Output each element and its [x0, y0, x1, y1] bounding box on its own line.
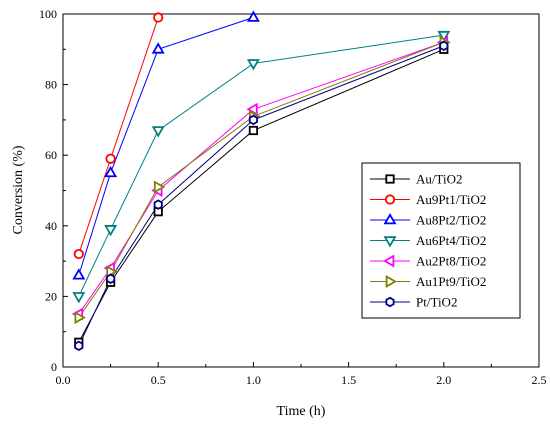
y-tick-label: 60	[45, 148, 57, 162]
x-tick-label: 1.5	[341, 373, 356, 387]
data-point-au8pt2-tio2	[104, 165, 118, 178]
y-tick-label: 100	[39, 7, 57, 21]
y-tick-label: 80	[45, 78, 57, 92]
legend-marker-au-tio2	[385, 174, 395, 184]
data-point-au-tio2	[248, 125, 258, 136]
data-point-au8pt2-tio2	[151, 42, 165, 54]
legend-label-au-tio2: Au/TiO2	[416, 172, 462, 187]
data-point-au2pt8-tio2	[246, 102, 258, 116]
legend-marker-au8pt2-tio2	[383, 212, 397, 225]
x-tick-label: 2.5	[532, 373, 547, 387]
data-point-au1pt9-tio2	[153, 180, 166, 194]
data-point-pt-tio2	[74, 340, 84, 352]
data-point-au8pt2-tio2	[246, 10, 260, 22]
series-line-au8pt2-tio2	[78, 17, 254, 276]
data-point-pt-tio2	[106, 273, 116, 284]
x-tick-label: 2.0	[436, 373, 451, 387]
legend-marker-pt-tio2	[385, 296, 395, 308]
legend-label-au1pt9-tio2: Au1Pt9/TiO2	[416, 274, 486, 289]
legend-label-au9pt1-tio2: Au9Pt1/TiO2	[416, 192, 486, 207]
legend-marker-au2pt8-tio2	[382, 254, 395, 268]
data-point-au6pt4-tio2	[151, 126, 165, 138]
x-tick-label: 1.0	[246, 373, 261, 387]
legend-label-pt-tio2: Pt/TiO2	[416, 295, 457, 310]
y-axis-title: Conversion (%)	[11, 145, 26, 234]
data-point-au8pt2-tio2	[72, 268, 86, 280]
data-point-au9pt1-tio2	[153, 12, 164, 23]
legend-label-au8pt2-tio2: Au8Pt2/TiO2	[416, 213, 486, 228]
data-point-pt-tio2	[153, 199, 163, 210]
data-point-au9pt1-tio2	[73, 248, 84, 260]
series-markers	[71, 10, 451, 352]
x-tick-label: 0.0	[56, 373, 71, 387]
y-tick-label: 0	[51, 360, 57, 374]
data-point-au1pt9-tio2	[74, 311, 86, 325]
data-point-au9pt1-tio2	[105, 153, 116, 164]
legend: Au/TiO2 Au9Pt1/TiO2 Au8Pt2/TiO2 Au6Pt4/TiO2…	[361, 162, 521, 319]
legend-marker-au1pt9-tio2	[385, 275, 398, 288]
legend-marker-au6pt4-tio2	[383, 236, 397, 248]
data-point-pt-tio2	[248, 114, 258, 126]
series-line-au9pt1-tio2	[78, 17, 159, 255]
legend-marker-au9pt1-tio2	[384, 194, 396, 205]
data-point-au6pt4-tio2	[437, 30, 451, 43]
data-point-pt-tio2	[439, 40, 449, 52]
y-tick-label: 40	[45, 219, 57, 233]
axis-ticks: 0.0 0.5 1.0 1.5 2.0 2.5 0 20 40 60 80 100	[39, 7, 547, 387]
x-axis-title: Time (h)	[277, 404, 326, 419]
legend-label-au2pt8-tio2: Au2Pt8/TiO2	[416, 254, 486, 269]
data-point-au6pt4-tio2	[246, 59, 260, 71]
data-point-au6pt4-tio2	[72, 292, 86, 304]
y-tick-label: 20	[45, 289, 57, 303]
legend-label-au6pt4-tio2: Au6Pt4/TiO2	[416, 233, 486, 248]
data-point-au6pt4-tio2	[104, 225, 118, 237]
x-tick-label: 0.5	[151, 373, 166, 387]
